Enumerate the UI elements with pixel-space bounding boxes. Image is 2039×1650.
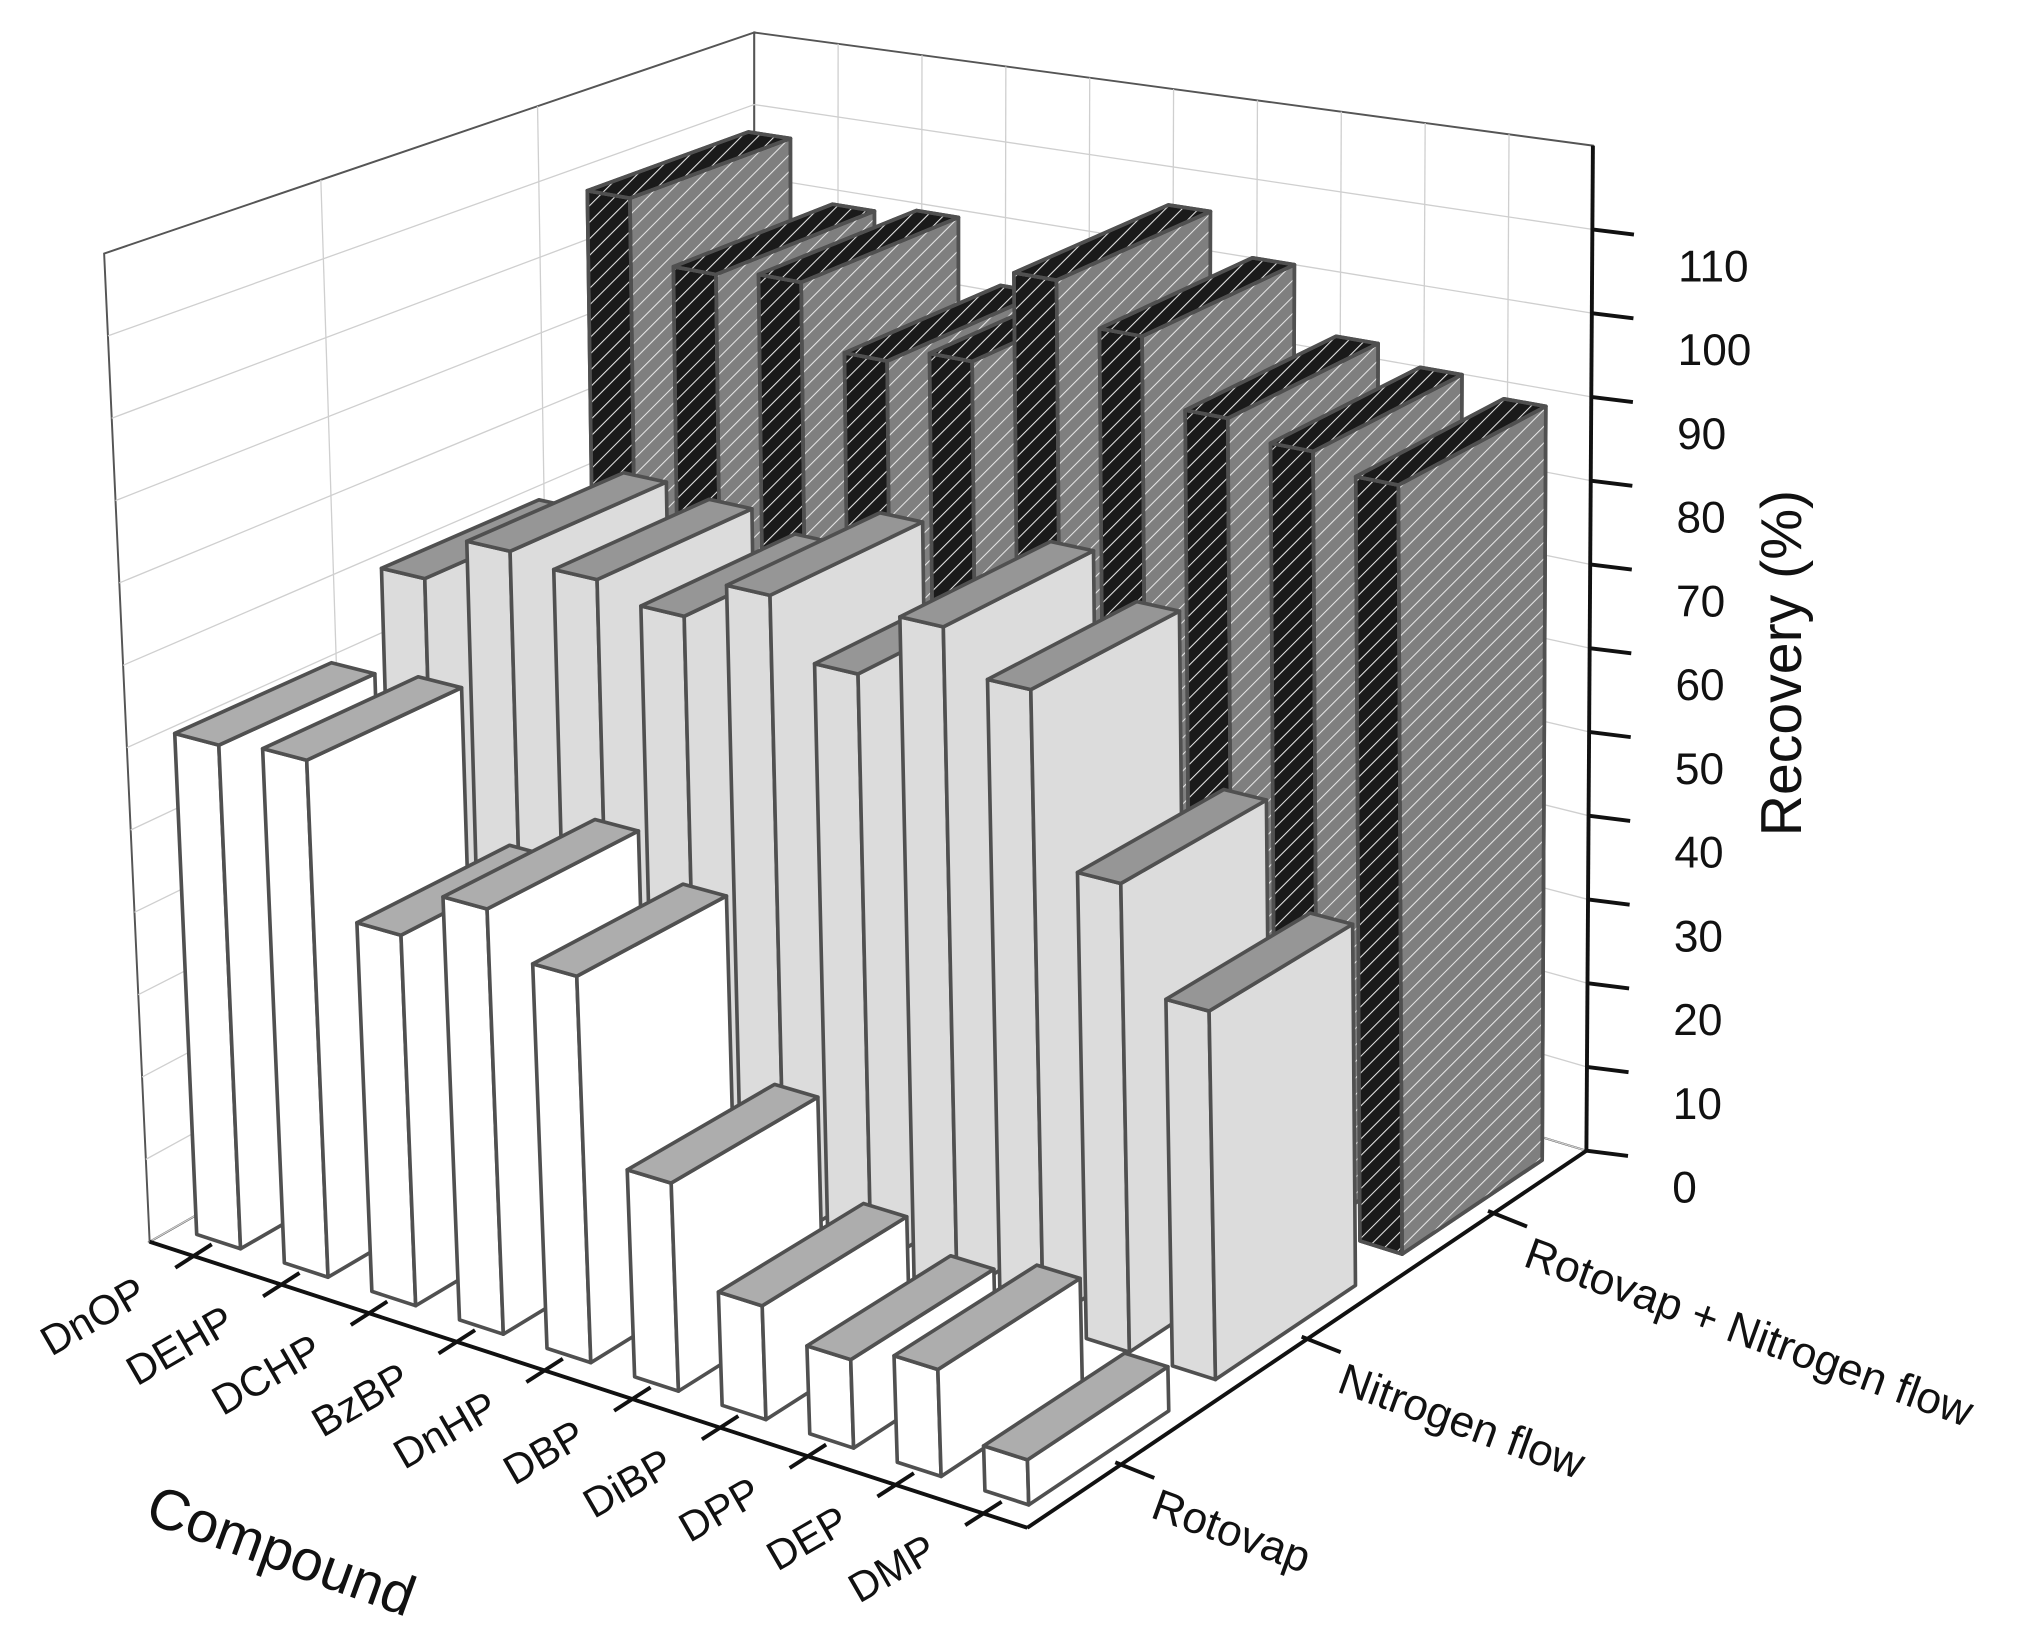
y-tick [1589,562,1633,572]
x-tick-label: DPP [671,1468,769,1551]
bar-hatch [1353,396,1548,487]
bar [1164,911,1358,1382]
y-tick [1592,227,1635,237]
y-tick [1587,897,1630,907]
y-tick-label: 50 [1675,745,1724,794]
bar-face [985,599,1182,692]
series-label: Rotovap [1146,1480,1317,1582]
series-tick [1300,1334,1342,1355]
y-tick [1590,478,1633,488]
bar-face [625,1082,820,1185]
y-tick-label: 90 [1677,410,1726,459]
bar [1353,396,1548,1256]
bar-hatch [1396,404,1548,1256]
y-tick [1587,981,1630,991]
bar-face [805,1253,996,1362]
x-tick-label: DEP [758,1496,856,1579]
x-tick [525,1357,564,1384]
bar-face [805,1344,856,1450]
bar-hatch [585,130,793,200]
bar-face [464,470,669,554]
bar-face [716,1290,768,1422]
bar-face [260,674,464,763]
bar-hatch [1097,256,1297,339]
y-tick [1591,394,1634,405]
y-tick-label: 10 [1673,1080,1722,1129]
y-tick [1589,646,1632,656]
bar-face [1164,911,1355,1013]
grid-line [107,103,755,337]
x-tick [437,1328,477,1356]
series-tick [1487,1209,1528,1229]
bar [892,1263,1085,1479]
x-tick-label: DMP [840,1525,944,1612]
bar-hatch [1183,334,1380,421]
series-label: Rotovap + Nitrogen flow [1518,1229,1980,1437]
y-tick [1588,729,1631,740]
y-tick-label: 80 [1677,494,1726,543]
x-tick [174,1242,213,1270]
y-tick-label: 20 [1673,996,1722,1045]
bar-face [530,882,729,979]
x-axis [149,1239,1028,1530]
y-tick [1586,1148,1629,1158]
bar-face [892,1263,1082,1372]
x-tick [262,1271,301,1298]
x-tick [788,1442,828,1470]
bar-hatch [1353,474,1404,1256]
bar-face [716,1201,909,1308]
x-tick [700,1414,740,1442]
y-tick-label: 40 [1674,829,1723,878]
bar [716,1201,912,1422]
bar-face [441,817,641,911]
bar-face [981,1351,1170,1462]
y-tick-label: 110 [1678,242,1748,291]
x-tick [613,1385,652,1413]
bar-face [172,660,377,747]
y-tick-label: 30 [1674,912,1723,961]
bar-hatch [756,208,961,285]
x-axis-title: Compound [139,1473,424,1629]
bar [981,1351,1171,1507]
series-label: Nitrogen flow [1332,1355,1592,1490]
y-tick [1588,813,1631,823]
bar-face [898,539,1096,629]
x-tick [876,1471,915,1499]
bar-hatch [1268,365,1464,454]
y-tick-label: 0 [1672,1164,1697,1213]
x-tick-label: DBP [495,1410,593,1493]
bar-hatch [671,202,877,277]
bar-face [1075,787,1269,886]
y-tick-label: 100 [1678,326,1752,375]
bar-hatch [1012,203,1213,283]
x-tick [349,1299,389,1327]
bar-face [1164,997,1218,1382]
bar-face [724,510,925,598]
y-tick [1591,311,1634,321]
bar-face [551,497,754,582]
series-tick [1114,1460,1156,1480]
y-tick-label: 60 [1675,661,1724,710]
y-tick-label: 70 [1676,577,1725,626]
y-tick [1586,1065,1629,1075]
bar-face [892,1353,943,1479]
x-tick [964,1500,1003,1527]
value-axis-title: Recovery (%) [1750,490,1814,836]
